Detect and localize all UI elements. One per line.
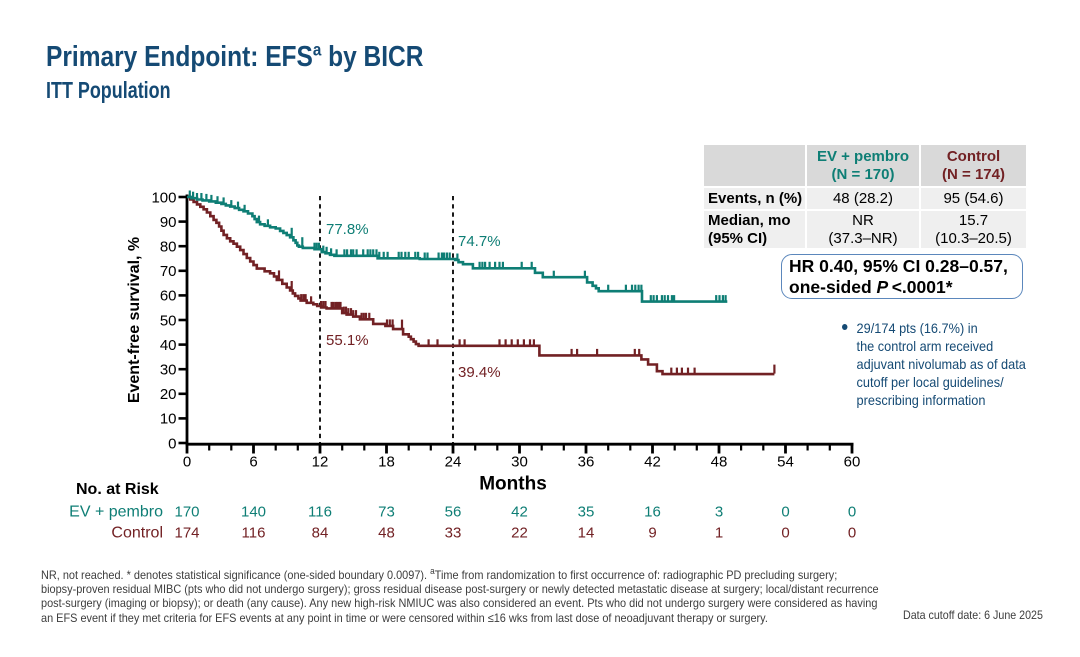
svg-text:24: 24 [445, 454, 462, 471]
svg-text:22: 22 [511, 525, 528, 542]
svg-text:9: 9 [648, 525, 656, 542]
svg-text:35: 35 [578, 504, 595, 521]
svg-text:Months: Months [479, 474, 547, 495]
svg-text:12: 12 [312, 454, 329, 471]
svg-text:0: 0 [168, 435, 176, 452]
svg-text:74.7%: 74.7% [458, 233, 501, 250]
svg-text:73: 73 [378, 504, 395, 521]
svg-text:90: 90 [160, 214, 177, 231]
svg-text:30: 30 [511, 454, 528, 471]
svg-text:116: 116 [242, 525, 266, 542]
svg-text:EV + pembro: EV + pembro [69, 504, 163, 521]
svg-text:170: 170 [174, 504, 199, 521]
svg-text:80: 80 [160, 239, 177, 256]
svg-text:48: 48 [378, 525, 395, 542]
svg-text:100: 100 [151, 189, 176, 206]
svg-text:50: 50 [160, 312, 177, 329]
svg-text:56: 56 [445, 504, 462, 521]
svg-text:0: 0 [848, 525, 856, 542]
svg-text:0: 0 [781, 504, 789, 521]
svg-text:116: 116 [308, 504, 332, 521]
svg-text:14: 14 [578, 525, 595, 542]
svg-text:84: 84 [312, 525, 329, 542]
svg-text:42: 42 [644, 454, 661, 471]
svg-text:77.8%: 77.8% [326, 221, 369, 238]
svg-text:39.4%: 39.4% [458, 364, 501, 381]
svg-text:60: 60 [844, 454, 861, 471]
svg-text:Event-free survival, %: Event-free survival, % [126, 237, 143, 403]
svg-text:18: 18 [378, 454, 395, 471]
svg-text:42: 42 [511, 504, 528, 521]
svg-text:3: 3 [715, 504, 723, 521]
svg-text:30: 30 [160, 362, 177, 379]
svg-text:Control: Control [111, 525, 163, 542]
svg-text:70: 70 [160, 263, 177, 280]
svg-text:0: 0 [781, 525, 789, 542]
svg-text:6: 6 [249, 454, 257, 471]
svg-text:36: 36 [578, 454, 595, 471]
svg-text:20: 20 [160, 386, 177, 403]
svg-text:174: 174 [174, 525, 199, 542]
svg-text:0: 0 [183, 454, 191, 471]
svg-text:48: 48 [711, 454, 728, 471]
svg-text:55.1%: 55.1% [326, 332, 369, 349]
svg-text:16: 16 [644, 504, 661, 521]
svg-text:1: 1 [715, 525, 723, 542]
svg-text:No. at Risk: No. at Risk [76, 481, 159, 498]
svg-text:60: 60 [160, 288, 177, 305]
svg-text:40: 40 [160, 337, 177, 354]
svg-text:10: 10 [160, 411, 177, 428]
svg-text:54: 54 [777, 454, 794, 471]
svg-text:140: 140 [241, 504, 266, 521]
svg-text:0: 0 [848, 504, 856, 521]
svg-text:33: 33 [445, 525, 462, 542]
